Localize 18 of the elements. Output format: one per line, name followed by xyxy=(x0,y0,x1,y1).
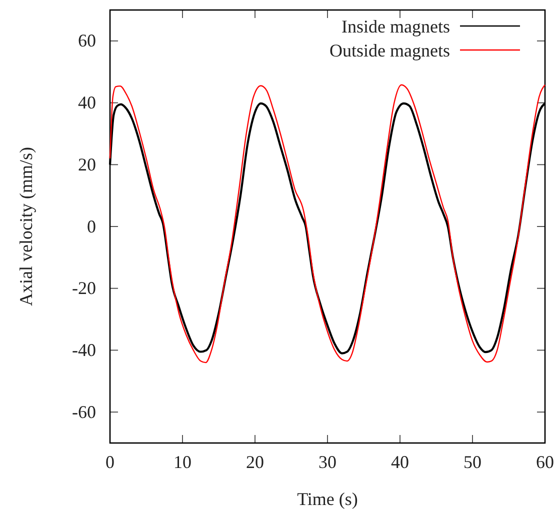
x-axis-title: Time (s) xyxy=(297,489,358,509)
y-axis-title: Axial velocity (mm/s) xyxy=(16,147,36,306)
y-tick-label: 60 xyxy=(78,30,96,51)
x-tick-label: 0 xyxy=(106,452,114,472)
y-tick-label: 0 xyxy=(87,216,96,236)
x-tick-label: 20 xyxy=(246,452,264,472)
x-tick-label: 30 xyxy=(318,452,336,472)
y-tick-label: 20 xyxy=(78,154,96,174)
legend-label: Outside magnets xyxy=(330,40,450,60)
y-tick-label: 40 xyxy=(78,92,96,113)
y-tick-label: -20 xyxy=(72,278,96,298)
legend-label: Inside magnets xyxy=(342,16,450,36)
x-tick-label: 60 xyxy=(536,452,554,472)
x-tick-label: 40 xyxy=(391,452,409,472)
x-tick-label: 50 xyxy=(464,452,482,472)
x-tick-label: 10 xyxy=(174,452,192,472)
y-tick-label: -40 xyxy=(72,340,96,360)
y-tick-label: -60 xyxy=(72,402,96,422)
